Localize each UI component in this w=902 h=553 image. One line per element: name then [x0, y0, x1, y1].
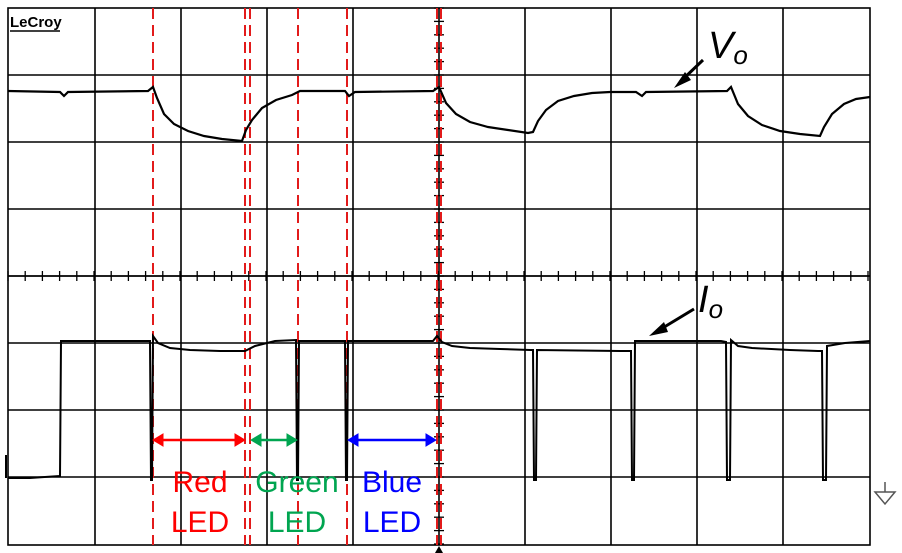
ground-icon	[873, 482, 897, 506]
green-led-label-line2: LED	[268, 506, 326, 539]
vo-waveform	[7, 85, 871, 143]
green-led-label-line1: Green	[255, 466, 338, 499]
blue-led-label-line1: Blue	[362, 466, 422, 499]
lecroy-logo: LeCroy	[10, 14, 62, 31]
blue-led-label-line2: LED	[363, 506, 421, 539]
vo-label: Vo	[708, 25, 748, 70]
red-led-label-line1: Red	[172, 466, 227, 499]
blue-led-interval-arrow	[347, 433, 437, 447]
vo-label-arrow	[674, 58, 705, 88]
red-led-interval-arrow	[152, 433, 246, 447]
io-label: Io	[698, 279, 723, 324]
red-led-label-line2: LED	[171, 506, 229, 539]
io-label-arrow	[649, 307, 695, 336]
center-axes	[7, 7, 870, 545]
green-led-interval-arrow	[250, 433, 298, 447]
trigger-marker-icon	[435, 546, 443, 553]
io-waveform	[8, 332, 871, 481]
